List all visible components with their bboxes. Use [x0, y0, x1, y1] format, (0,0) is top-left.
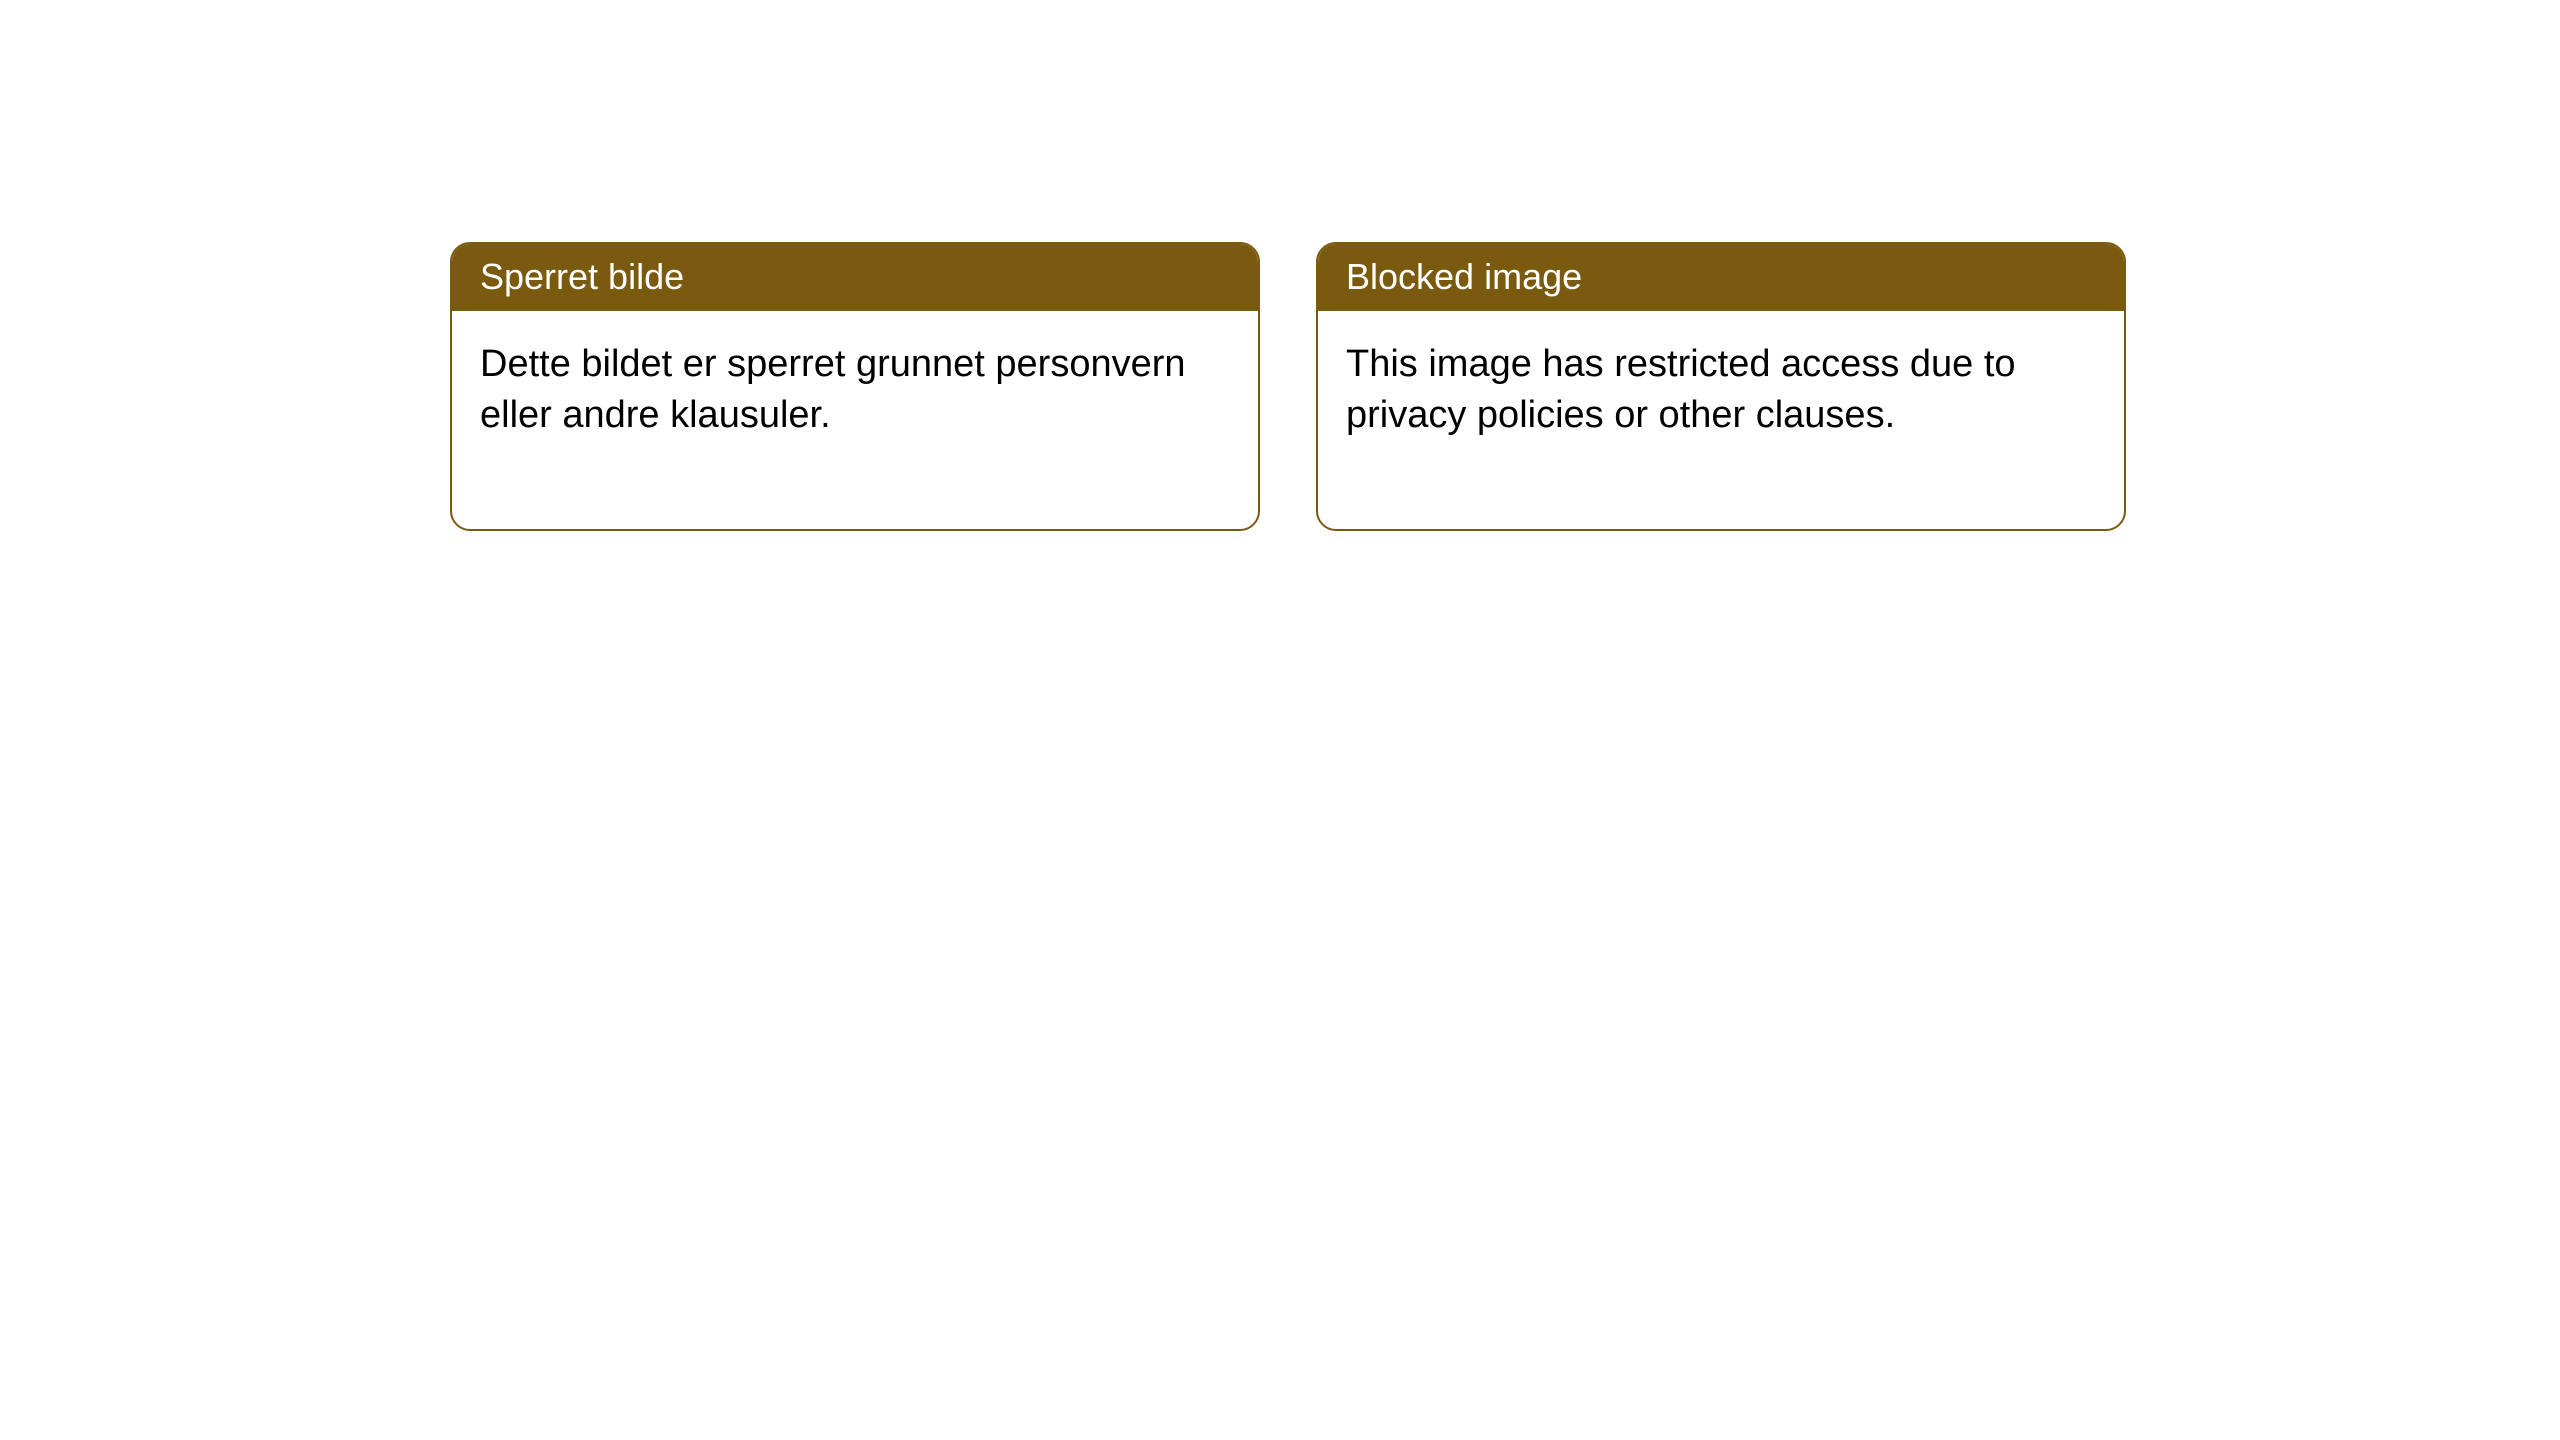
card-body-en: This image has restricted access due to …: [1318, 311, 2124, 529]
blocked-image-card-en: Blocked image This image has restricted …: [1316, 242, 2126, 531]
card-header-en: Blocked image: [1318, 244, 2124, 311]
card-header-no: Sperret bilde: [452, 244, 1258, 311]
blocked-image-card-no: Sperret bilde Dette bildet er sperret gr…: [450, 242, 1260, 531]
card-body-no: Dette bildet er sperret grunnet personve…: [452, 311, 1258, 529]
cards-container: Sperret bilde Dette bildet er sperret gr…: [0, 0, 2560, 531]
